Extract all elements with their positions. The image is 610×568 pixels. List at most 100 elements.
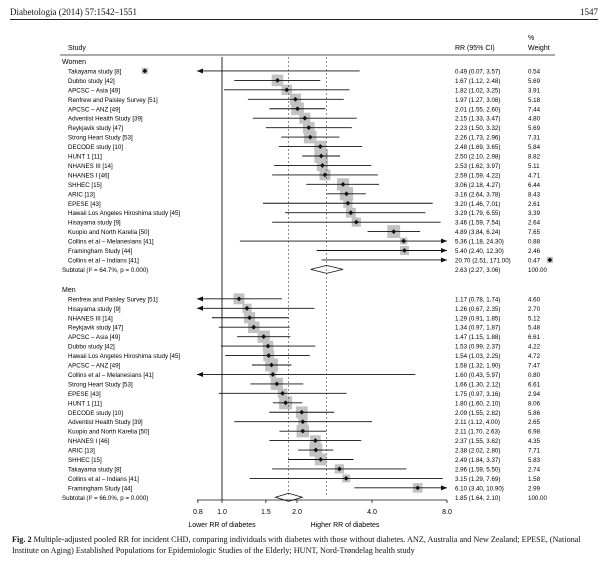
point-estimate xyxy=(275,78,280,83)
point-estimate xyxy=(306,125,312,131)
ci-arrow-right xyxy=(441,485,447,491)
point-estimate xyxy=(312,438,318,443)
point-estimate xyxy=(265,343,271,349)
weight-value: 4.71 xyxy=(528,172,541,179)
figure-caption: Fig. 2 Multiple-adjusted pooled RR for i… xyxy=(12,534,600,556)
point-estimate xyxy=(547,257,553,263)
page-number: 1547 xyxy=(580,7,598,17)
ci-arrow-left xyxy=(197,371,203,377)
point-estimate xyxy=(402,248,407,253)
study-label: Strong Heart Study [53] xyxy=(68,381,133,388)
weight-value: 3.91 xyxy=(528,87,541,94)
weight-value: 5.18 xyxy=(528,97,541,104)
weight-value: 8.43 xyxy=(528,191,541,198)
x-tick-label: 8.0 xyxy=(442,509,452,516)
study-label: Dubbo study [42] xyxy=(68,344,115,351)
weight-value: 0.54 xyxy=(528,68,541,75)
study-label: Collins et al – Melanesians [41] xyxy=(68,239,154,246)
study-label: Takayama study [8] xyxy=(68,466,122,473)
rr-value: 2.53 (1.62, 3.97) xyxy=(455,163,500,170)
weight-value: 8.82 xyxy=(528,154,541,161)
point-estimate xyxy=(274,381,280,387)
rr-value: 2.38 (2.02, 2.80) xyxy=(455,448,500,455)
study-label: Renfrew and Paisley Survey [51] xyxy=(68,296,158,303)
column-header-rr: RR (95% CI) xyxy=(455,45,495,52)
subtotal-label: Subtotal (I² = 64.7%, p = 0.000) xyxy=(62,267,148,274)
study-label: SHHEC [15] xyxy=(68,182,102,189)
weight-value: 2.74 xyxy=(528,466,541,473)
subtotal-rr-value: 1.85 (1.64, 2.10) xyxy=(455,495,500,502)
point-estimate xyxy=(307,134,313,140)
journal-running-header: Diabetologia (2014) 57:1542–1551 1547 xyxy=(10,6,598,20)
rr-value: 1.34 (0.97, 1.87) xyxy=(455,325,500,332)
weight-value: 7.71 xyxy=(528,448,541,455)
weight-value: 2.46 xyxy=(528,248,541,255)
rr-value: 2.26 (1.73, 2.96) xyxy=(455,135,500,142)
point-estimate xyxy=(317,144,323,149)
study-label: DECODE study [10] xyxy=(68,144,123,151)
subtotal-weight: 100.00 xyxy=(528,495,547,502)
group-label: Men xyxy=(62,287,76,294)
point-estimate xyxy=(269,362,274,368)
weight-value: 5.86 xyxy=(528,410,541,417)
point-estimate xyxy=(340,181,346,187)
rr-value: 1.67 (1.12, 2.48) xyxy=(455,78,500,85)
point-estimate xyxy=(415,485,421,491)
point-estimate xyxy=(348,210,354,216)
rr-value: 1.54 (1.03, 2.25) xyxy=(455,353,500,360)
point-estimate xyxy=(320,163,325,168)
study-label: DECODE study [10] xyxy=(68,410,123,417)
weight-value: 7.65 xyxy=(528,229,541,236)
ci-arrow-left xyxy=(197,68,203,74)
study-label: NHANES III [14] xyxy=(68,163,113,170)
point-estimate xyxy=(300,428,306,434)
weight-value: 5.69 xyxy=(528,125,541,132)
weight-value: 5.11 xyxy=(528,163,540,170)
study-label: Strong Heart Study [53] xyxy=(68,135,133,142)
rr-value: 2.48 (1.69, 3.65) xyxy=(455,144,500,151)
point-estimate xyxy=(337,466,342,472)
weight-value: 4.72 xyxy=(528,353,541,360)
subtotal-rr-value: 2.63 (2.27, 3.06) xyxy=(455,267,500,274)
study-label: APCSC – ANZ [49] xyxy=(68,363,121,370)
point-estimate xyxy=(247,315,252,321)
study-label: Kuopio and North Karelia [50] xyxy=(68,429,149,436)
journal-citation: Diabetologia (2014) 57:1542–1551 xyxy=(10,7,137,17)
rr-value: 2.09 (1.55, 2.82) xyxy=(455,410,500,417)
rr-value: 1.80 (1.60, 2.10) xyxy=(455,400,500,407)
weight-value: 2.94 xyxy=(528,391,541,398)
rr-value: 1.53 (0.99, 2.37) xyxy=(455,344,500,351)
weight-value: 1.58 xyxy=(528,476,541,483)
study-label: ARIC [13] xyxy=(68,191,95,198)
study-label: NHANES III [14] xyxy=(68,315,113,322)
study-label: Framingham Study [44] xyxy=(68,485,133,492)
weight-value: 5.84 xyxy=(528,144,541,151)
ci-arrow-left xyxy=(197,305,203,311)
subtotal-label: Subtotal (I² = 66.0%, p = 0.000) xyxy=(62,495,148,502)
point-estimate xyxy=(302,115,308,121)
point-estimate xyxy=(318,153,324,159)
weight-value: 2.70 xyxy=(528,306,541,313)
group-label: Women xyxy=(62,59,86,66)
weight-value: 4.35 xyxy=(528,438,541,445)
study-label: Hawaii Los Angeles Hiroshima study [45] xyxy=(68,353,180,360)
weight-value: 4.22 xyxy=(528,344,541,351)
x-axis-right-label: Higher RR of diabetes xyxy=(311,522,380,529)
study-label: Reykjavik study [47] xyxy=(68,125,123,132)
study-label: NHANES I [46] xyxy=(68,438,110,445)
rr-value: 1.29 (0.91, 1.85) xyxy=(455,315,500,322)
ci-arrow-left xyxy=(197,296,203,302)
rr-value: 3.06 (2.18, 4.27) xyxy=(455,182,500,189)
point-estimate xyxy=(142,68,148,74)
weight-value: 4.80 xyxy=(528,116,541,123)
rr-value: 2.49 (1.84, 3.37) xyxy=(455,457,500,464)
weight-value: 0.80 xyxy=(528,372,541,379)
rr-value: 2.23 (1.50, 3.32) xyxy=(455,125,500,132)
study-label: Hisayama study [9] xyxy=(68,220,121,227)
figure-caption-text: Multiple-adjusted pooled RR for incident… xyxy=(12,535,581,555)
point-estimate xyxy=(236,296,242,302)
study-label: Renfrew and Paisley Survey [51] xyxy=(68,97,158,104)
rr-value: 3.46 (1.59, 7.54) xyxy=(455,220,500,227)
rr-value: 3.20 (1.46, 7.01) xyxy=(455,201,500,208)
rr-value: 5.40 (2.40, 12.30) xyxy=(455,248,504,255)
